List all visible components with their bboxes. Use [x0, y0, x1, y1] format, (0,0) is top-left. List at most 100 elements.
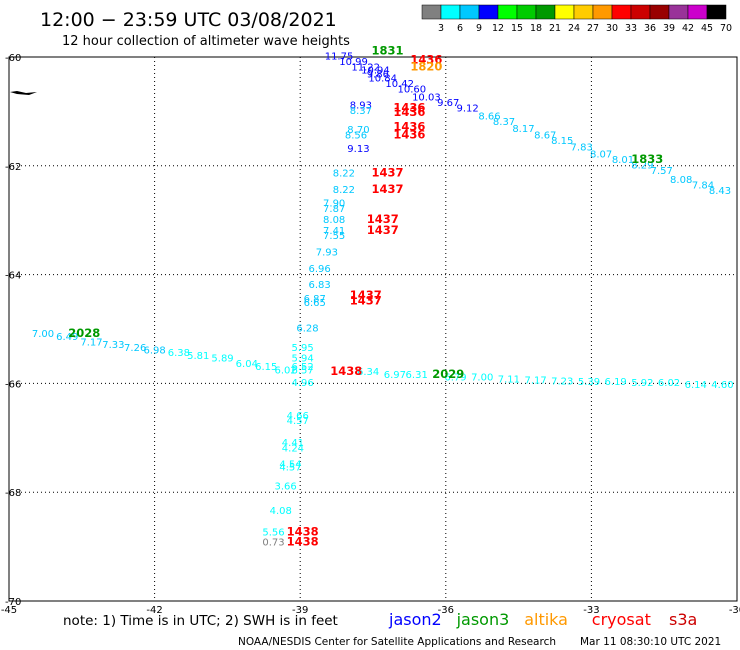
- wave-height-label: 8.01: [612, 155, 634, 166]
- wave-height-label: 10.99: [339, 57, 368, 68]
- pass-time-label: 1437: [372, 182, 404, 196]
- color-scale-swatch: [706, 4, 727, 20]
- wave-height-label: 5.81: [187, 351, 209, 362]
- wave-height-label: 0.73: [262, 538, 284, 549]
- satellite-pass-times: 1831143618201436143614361436183314371437…: [68, 43, 663, 548]
- color-scale-swatch: [459, 4, 480, 20]
- color-scale-label: 42: [682, 23, 694, 34]
- footer-credit: NOAA/NESDIS Center for Satellite Applica…: [238, 636, 556, 648]
- color-scale-label: 18: [530, 23, 542, 34]
- wave-height-label: 5.92: [631, 378, 653, 389]
- wave-height-label: 8.15: [551, 136, 573, 147]
- color-scale-label: 15: [511, 23, 523, 34]
- x-tick-label: -33: [583, 605, 599, 616]
- wave-height-label: 7.90: [323, 199, 345, 210]
- wave-height-label: 7.87: [323, 204, 345, 215]
- color-scale-label: 27: [587, 23, 599, 34]
- color-scale-swatch: [421, 4, 442, 20]
- x-axis-ticks: -45 -42 -39 -36 -33 -30: [1, 605, 740, 616]
- satellite-legend-s3a: s3a: [669, 610, 697, 629]
- satellite-legend-jason2: jason2: [388, 610, 442, 629]
- color-scale-label: 6: [457, 23, 463, 34]
- plot-frame: [8, 56, 738, 602]
- wave-height-label: 6.52: [291, 362, 313, 373]
- wave-height-label: 11.75: [325, 52, 354, 63]
- color-scale-label: 33: [625, 23, 637, 34]
- wave-height-label: 4.57: [287, 416, 309, 427]
- color-scale-swatch: [554, 4, 575, 20]
- wave-height-label: 3.66: [275, 481, 297, 492]
- wave-height-label: 8.56: [345, 131, 367, 142]
- wave-height-label: 6.38: [168, 348, 190, 359]
- wave-height-label: 6.65: [304, 298, 326, 309]
- color-scale-swatch: [630, 4, 651, 20]
- wave-height-label: 4.08: [270, 506, 292, 517]
- wave-height-label: 8.07: [590, 150, 612, 161]
- color-scale-label: 36: [644, 23, 656, 34]
- wave-height-label: 5.39: [578, 377, 600, 388]
- wave-height-label: 9.67: [437, 98, 459, 109]
- color-scale-swatch: [535, 4, 556, 20]
- color-scale-label: 30: [606, 23, 618, 34]
- pass-time-label: 1436: [393, 128, 425, 142]
- grid-lines: [9, 57, 737, 601]
- pass-time-label: 1437: [350, 294, 382, 308]
- wave-height-label: 6.97: [384, 370, 406, 381]
- pass-time-label: 2028: [68, 326, 100, 340]
- wave-height-label: 9.13: [347, 144, 369, 155]
- wave-height-label: 6.57: [291, 366, 313, 377]
- wave-height-label: 5.56: [262, 528, 284, 539]
- pass-time-label: 1438: [287, 525, 319, 539]
- wave-height-values: 11.7510.9911.2210.949.8610.8410.4210.601…: [32, 52, 734, 549]
- wave-height-label: 8.67: [534, 131, 556, 142]
- x-tick-label: -36: [438, 605, 454, 616]
- wave-height-label: 6.83: [308, 280, 330, 291]
- wave-height-label: 8.17: [512, 124, 534, 135]
- satellite-legend-jason3: jason3: [456, 610, 510, 629]
- color-scale-label: 9: [476, 23, 482, 34]
- x-tick-label: -42: [146, 605, 162, 616]
- wave-height-label: 7.84: [692, 181, 714, 192]
- color-scale-label: 12: [492, 23, 504, 34]
- color-scale-label: 24: [568, 23, 580, 34]
- pass-time-label: 1437: [367, 212, 399, 226]
- wave-height-label: 9.12: [457, 103, 479, 114]
- color-scale-label: 21: [549, 23, 561, 34]
- color-scale-label: 39: [663, 23, 675, 34]
- wave-height-label: 4.24: [282, 443, 304, 454]
- wave-height-label: 8.08: [670, 175, 692, 186]
- color-scale-swatch: [478, 4, 499, 20]
- color-scale-swatch: [687, 4, 708, 20]
- color-scale-swatch: [668, 4, 689, 20]
- wave-height-label: 7.41: [323, 226, 345, 237]
- wave-height-label: 10.03: [412, 93, 441, 104]
- wave-height-label: 8.37: [350, 106, 372, 117]
- pass-time-label: 1437: [367, 223, 399, 237]
- pass-time-label: 1438: [287, 535, 319, 549]
- color-scale-swatch: [611, 4, 632, 20]
- wave-height-label: 8.08: [323, 215, 345, 226]
- wave-height-label: 7.17: [524, 375, 546, 386]
- wave-height-label: 7.23: [551, 376, 573, 387]
- satellite-legend-cryosat: cryosat: [592, 610, 651, 629]
- wave-height-label: 7.26: [124, 343, 146, 354]
- wave-height-label: 7.17: [80, 337, 102, 348]
- wave-height-label: 4.96: [291, 378, 313, 389]
- satellite-legend-altika: altika: [524, 610, 568, 629]
- wave-height-label: 7.00: [32, 329, 54, 340]
- color-scale-swatch: [516, 4, 537, 20]
- color-scale-label: 3: [438, 23, 444, 34]
- wave-height-label: 8.22: [333, 169, 355, 180]
- wave-height-label: 4.41: [282, 438, 304, 449]
- chart-subtitle: 12 hour collection of altimeter wave hei…: [62, 34, 350, 49]
- wave-height-label: 8.22: [333, 185, 355, 196]
- x-tick-label: -30: [729, 605, 740, 616]
- wave-height-label: 10.42: [385, 79, 414, 90]
- pass-time-label: 1437: [350, 288, 382, 302]
- y-tick-label: -64: [5, 271, 21, 282]
- wave-height-label: 6.02: [275, 366, 297, 377]
- color-scale-swatch: [497, 4, 518, 20]
- x-tick-label: -45: [1, 605, 17, 616]
- wave-height-label: 5.89: [211, 354, 233, 365]
- wave-height-label: 8.70: [347, 125, 369, 136]
